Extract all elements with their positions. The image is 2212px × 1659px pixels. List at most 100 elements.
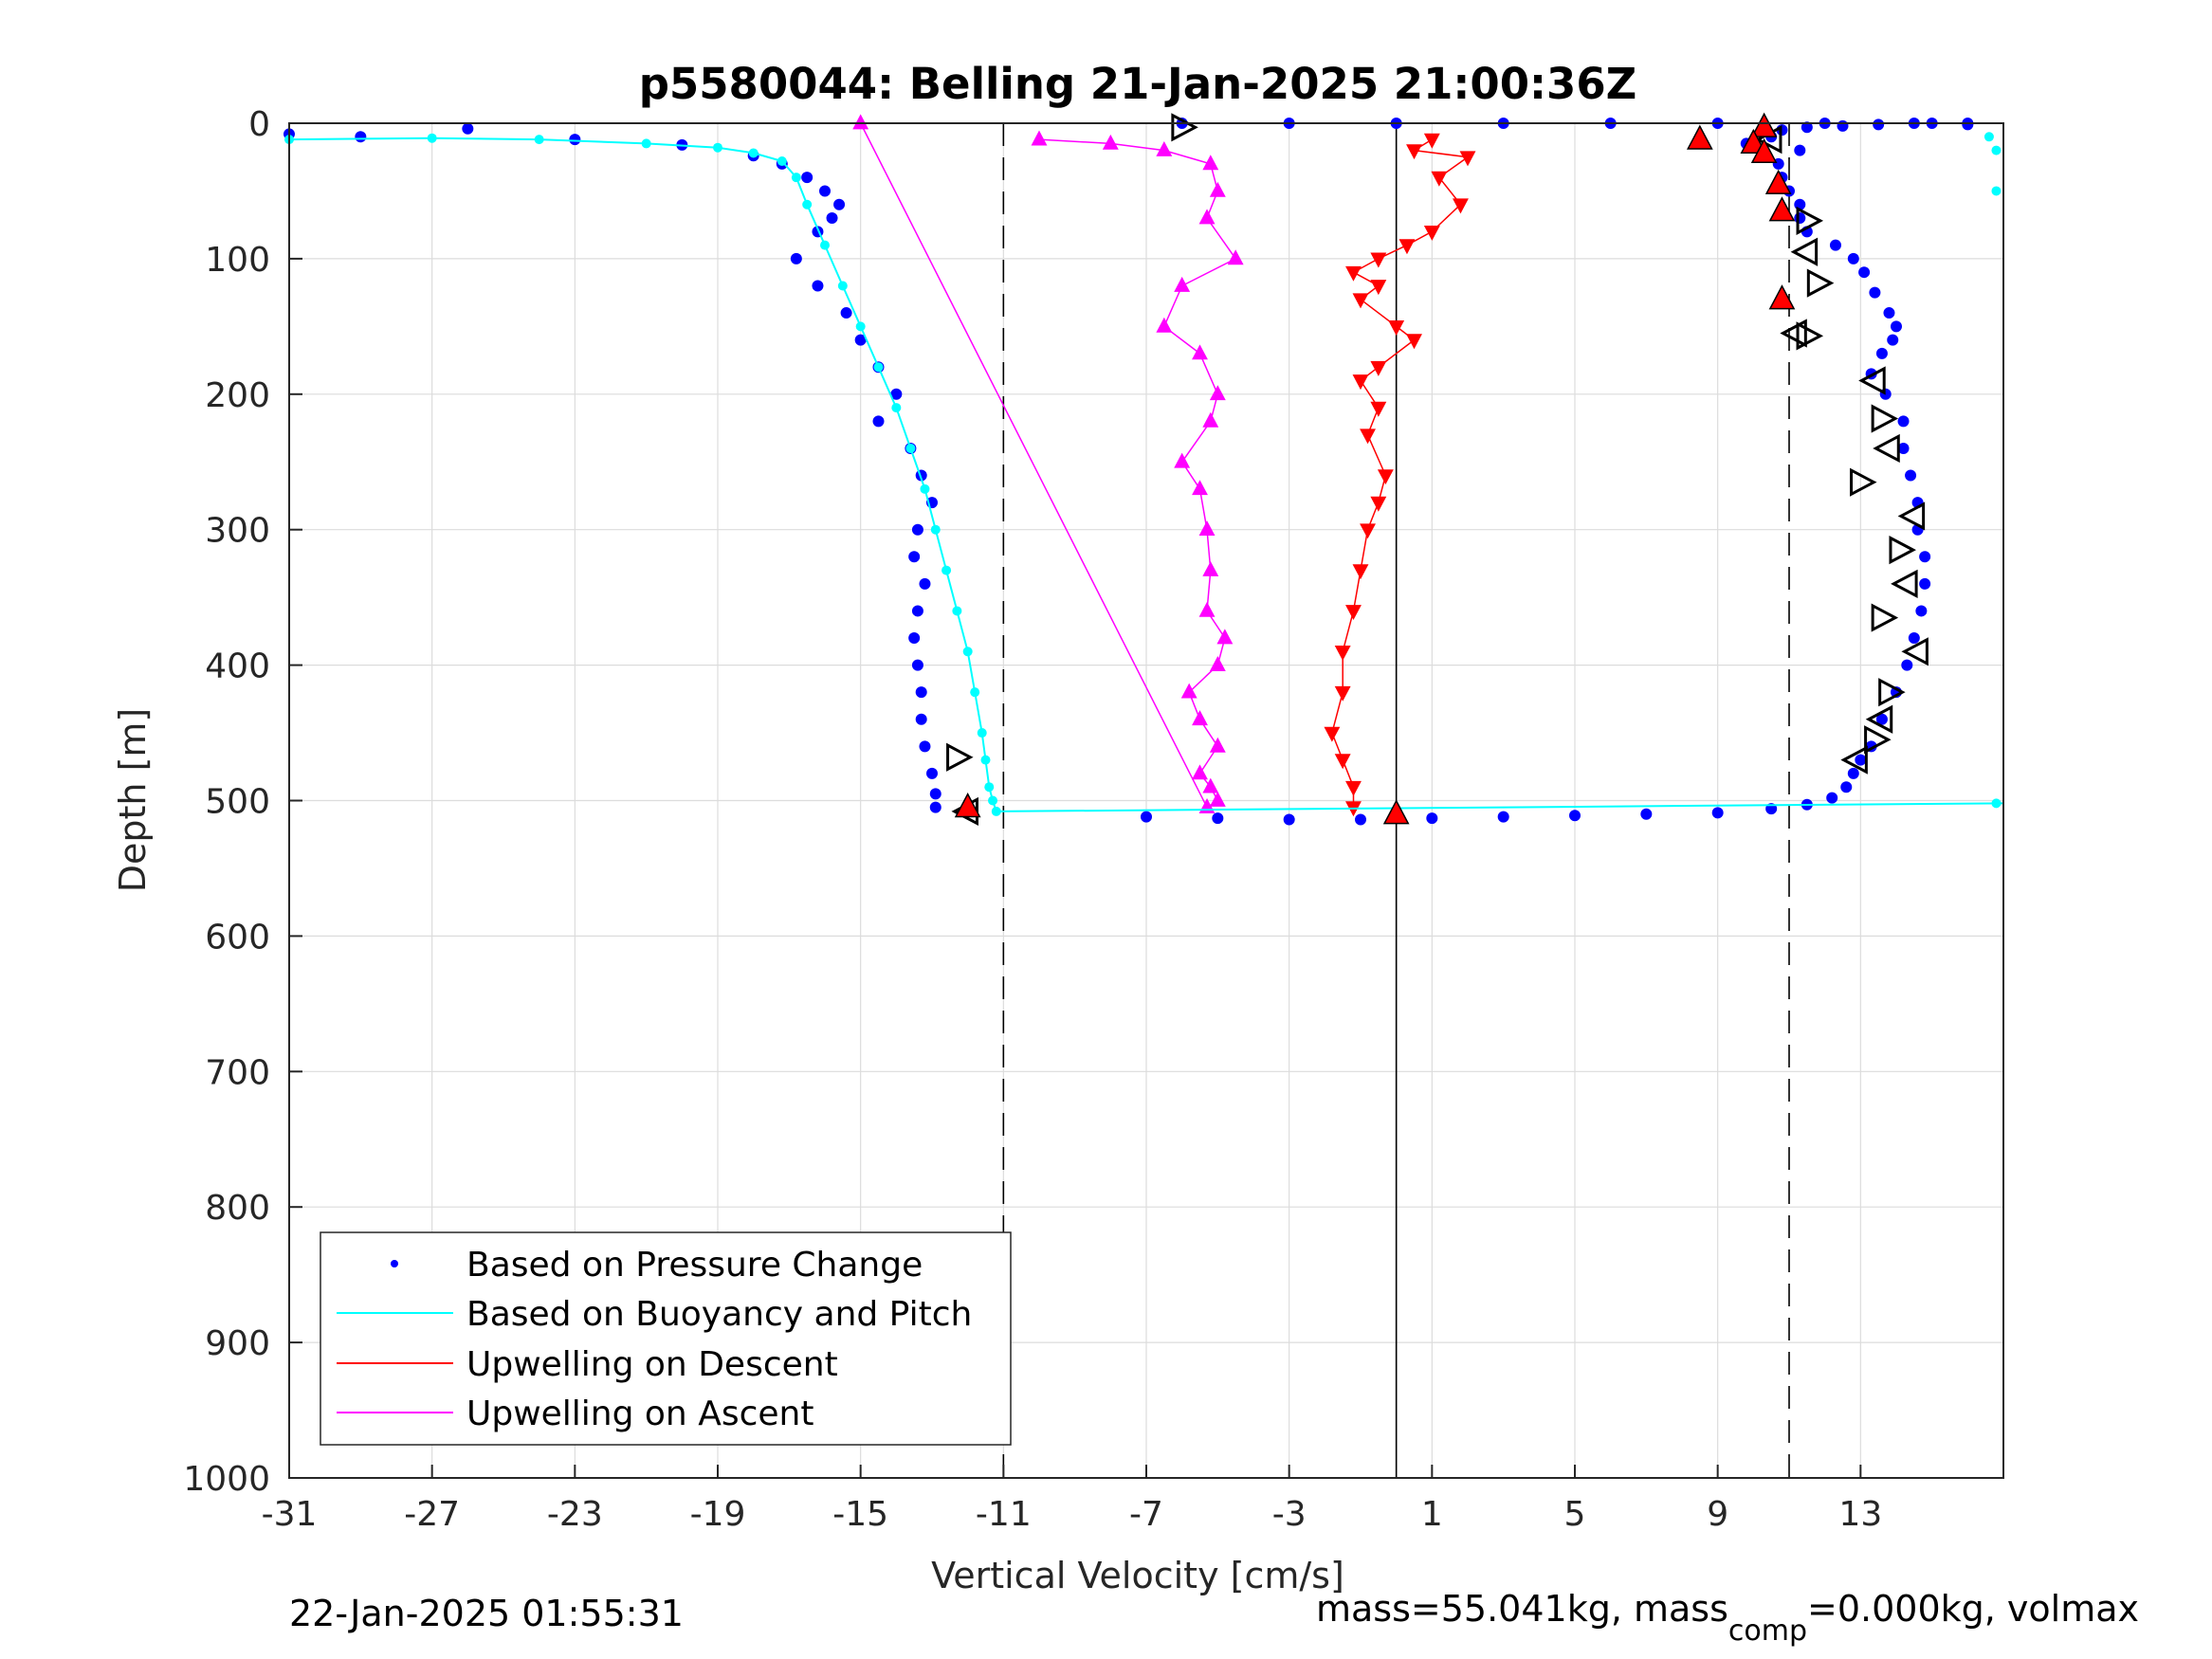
open-triangle-marker <box>1865 704 1893 734</box>
pressure-change-point <box>1801 121 1813 134</box>
footer-mass-info: mass=55.041kg, masscomp=0.000kg, volmax <box>1316 1588 2139 1648</box>
open-triangle-marker <box>1850 467 1877 497</box>
buoyancy-bottom-line <box>996 802 2004 812</box>
series-line-upwelling-descent <box>1331 138 1470 808</box>
y-tick-label: 700 <box>205 1053 270 1092</box>
pressure-change-point <box>1855 754 1867 766</box>
open-triangle-marker <box>1873 433 1900 464</box>
buoyancy-pitch-point <box>837 281 848 291</box>
pressure-change-point <box>826 212 838 225</box>
legend-marker-pressure <box>391 1260 398 1267</box>
upwelling-descent-marker <box>1370 401 1387 417</box>
x-tick-label: -31 <box>262 1495 318 1534</box>
upwelling-ascent-marker <box>1192 710 1208 726</box>
upwelling-descent-marker <box>1459 151 1476 167</box>
pressure-change-point <box>1891 320 1902 333</box>
pressure-change-point <box>1869 286 1881 299</box>
pressure-change-point <box>1883 307 1895 319</box>
buoyancy-pitch-point <box>977 728 987 738</box>
buoyancy-pitch-point <box>941 565 952 575</box>
chart-title: p5580044: Belling 21-Jan-2025 21:00:36Z <box>639 59 1637 109</box>
pressure-change-point <box>915 686 927 699</box>
upwelling-ascent-marker <box>1031 130 1048 146</box>
upwelling-descent-marker <box>1370 252 1387 268</box>
open-triangle-marker <box>1796 321 1824 351</box>
open-triangle-marker <box>1806 268 1835 298</box>
x-tick-label: 1 <box>1421 1495 1443 1534</box>
y-tick-label: 600 <box>205 918 270 957</box>
open-triangle-marker <box>1780 319 1807 348</box>
x-tick-label: 13 <box>1838 1495 1882 1534</box>
open-triangle-marker <box>1891 569 1918 598</box>
pressure-change-point <box>854 334 867 346</box>
buoyancy-pitch-point <box>777 156 787 167</box>
open-triangle-marker <box>946 742 974 772</box>
pressure-change-point <box>1794 212 1806 225</box>
open-triangle-marker <box>1171 113 1198 142</box>
upwelling-ascent-marker <box>1192 764 1208 780</box>
buoyancy-pitch-point <box>891 403 902 413</box>
buoyancy-pitch-point <box>905 443 916 453</box>
pressure-change-point <box>911 659 923 671</box>
buoyancy-pitch-point <box>1983 132 1994 142</box>
pressure-change-point <box>569 134 581 146</box>
legend: Based on Pressure Change Based on Buoyan… <box>320 1231 1012 1446</box>
buoyancy-pitch-point <box>970 687 980 698</box>
pressure-change-point <box>462 122 474 135</box>
pressure-change-point <box>1915 605 1928 617</box>
legend-box <box>320 1231 1012 1446</box>
upwelling-descent-marker <box>1360 428 1376 445</box>
pressure-change-point <box>1212 812 1224 825</box>
open-triangle-marker <box>1871 603 1899 632</box>
upwelling-descent-marker <box>1370 496 1387 512</box>
upwelling-descent-marker <box>1352 293 1369 309</box>
legend-label-descent: Upwelling on Descent <box>466 1345 838 1384</box>
upwelling-ascent-marker <box>1209 385 1226 401</box>
upwelling-ascent-marker <box>1156 140 1173 156</box>
upwelling-descent-marker <box>1352 564 1369 580</box>
upwelling-ascent-marker <box>1202 560 1219 576</box>
upwelling-descent-marker <box>1370 360 1387 376</box>
buoyancy-pitch-point <box>962 647 973 657</box>
y-axis-label: Depth [m] <box>112 708 154 893</box>
buoyancy-pitch-point <box>952 606 962 616</box>
pressure-change-point <box>840 307 852 319</box>
buoyancy-pitch-point <box>534 135 544 145</box>
x-axis-label: Vertical Velocity [cm/s] <box>931 1555 1344 1596</box>
pressure-change-point <box>1873 118 1885 131</box>
buoyancy-pitch-point <box>427 133 437 143</box>
y-tick-label: 300 <box>205 512 270 551</box>
open-triangle-marker <box>1871 404 1899 433</box>
x-tick-label: -15 <box>832 1495 888 1534</box>
axis-ticks: -31 -27 -23 -19 -15 -11 -7 -3 1 5 9 130100200300400… <box>183 105 1882 1534</box>
legend-label-ascent: Upwelling on Ascent <box>466 1395 814 1433</box>
y-tick-label: 0 <box>248 105 270 144</box>
x-tick-label: -7 <box>1129 1495 1163 1534</box>
pressure-change-point <box>1283 813 1295 826</box>
pressure-change-point <box>1711 807 1724 819</box>
pressure-change-point <box>1794 144 1806 156</box>
red-triangle-marker <box>954 793 981 818</box>
upwelling-ascent-marker <box>1209 737 1226 753</box>
footer-mass-subscript: comp <box>1728 1614 1807 1648</box>
x-tick-label: 5 <box>1564 1495 1586 1534</box>
upwelling-ascent-marker <box>1198 209 1216 225</box>
buoyancy-pitch-point <box>791 173 801 183</box>
pressure-change-point <box>1840 781 1853 793</box>
open-triangle-marker <box>1889 536 1916 565</box>
upwelling-descent-marker <box>1360 523 1376 539</box>
pressure-change-point <box>915 713 927 725</box>
legend-label-buoyancy: Based on Buoyancy and Pitch <box>466 1295 972 1334</box>
upwelling-descent-marker <box>1370 280 1387 296</box>
pressure-change-point <box>1826 792 1838 804</box>
pressure-change-point <box>1847 767 1859 779</box>
red-triangle-marker <box>1764 169 1792 194</box>
pressure-change-point <box>1355 813 1366 826</box>
red-triangle-marker <box>1686 124 1713 150</box>
upwelling-ascent-marker <box>1202 411 1219 428</box>
pressure-change-point <box>1897 415 1910 428</box>
upwelling-ascent-marker <box>1102 134 1119 150</box>
open-triangle-marker <box>1901 637 1929 666</box>
x-tick-label: -19 <box>690 1495 746 1534</box>
